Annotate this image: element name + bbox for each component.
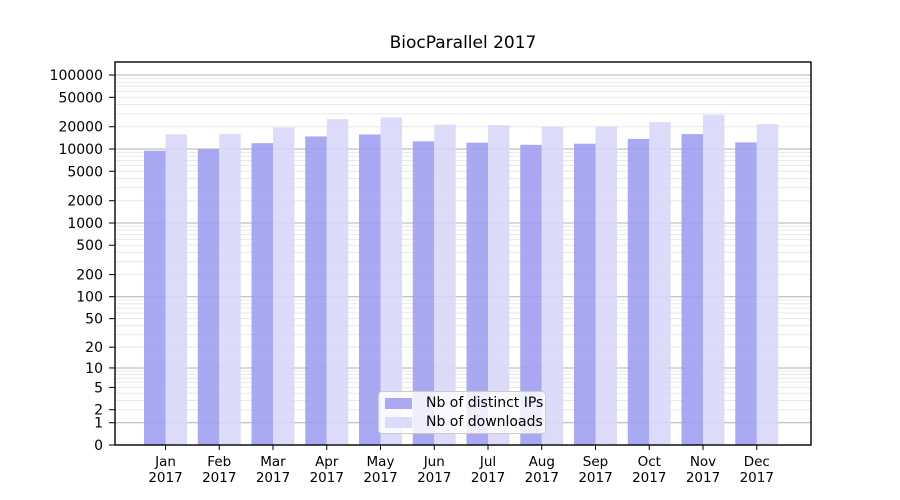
y-tick-label: 20 bbox=[85, 340, 103, 356]
x-tick-label-month: Dec bbox=[744, 454, 770, 470]
bar-distinct-ips bbox=[466, 142, 488, 446]
x-tick-label-month: Jul bbox=[479, 454, 496, 470]
y-tick-label: 5 bbox=[94, 380, 103, 396]
y-tick-label: 20000 bbox=[58, 120, 103, 136]
x-tick-label-year: 2017 bbox=[417, 470, 451, 486]
bar-distinct-ips bbox=[520, 144, 542, 446]
bar-downloads bbox=[595, 126, 617, 446]
plot-border bbox=[114, 61, 812, 446]
bar-downloads bbox=[165, 134, 187, 446]
y-tick-label: 200 bbox=[76, 268, 103, 284]
bar-distinct-ips bbox=[735, 142, 757, 445]
bar-distinct-ips bbox=[197, 149, 220, 445]
x-tick-label-year: 2017 bbox=[310, 470, 344, 486]
bar-distinct-ips bbox=[251, 143, 273, 446]
bar-downloads bbox=[703, 114, 725, 445]
bar-downloads bbox=[541, 126, 564, 446]
bar-distinct-ips bbox=[305, 136, 327, 446]
x-tick-label-month: Jun bbox=[423, 454, 445, 470]
x-tick-label-month: Feb bbox=[207, 454, 231, 470]
legend-label-downloads: Nb of downloads bbox=[426, 414, 543, 430]
y-tick-label: 50000 bbox=[58, 90, 103, 106]
y-tick-label: 2000 bbox=[67, 194, 103, 210]
legend-row-downloads: Nb of downloads bbox=[385, 414, 543, 430]
x-tick-label-year: 2017 bbox=[632, 470, 666, 486]
y-tick-label: 1000 bbox=[67, 216, 103, 232]
y-tick-label: 500 bbox=[76, 238, 103, 254]
y-tick-label: 50 bbox=[85, 312, 103, 328]
x-tick-label-year: 2017 bbox=[256, 470, 290, 486]
x-tick-label-month: Mar bbox=[260, 454, 286, 470]
x-tick-label-month: Oct bbox=[638, 454, 661, 470]
y-tick-label: 0 bbox=[94, 438, 103, 454]
bar-distinct-ips bbox=[574, 143, 596, 445]
x-tick-label-year: 2017 bbox=[740, 470, 774, 486]
x-tick-label-month: Apr bbox=[315, 454, 339, 470]
bar-downloads bbox=[756, 124, 779, 446]
x-tick-label-month: May bbox=[367, 454, 395, 470]
bar-downloads bbox=[326, 119, 349, 446]
y-tick-label: 10000 bbox=[58, 142, 103, 158]
y-tick-label: 2 bbox=[94, 403, 103, 419]
bar-downloads bbox=[434, 124, 456, 445]
x-tick-label-month: Nov bbox=[690, 454, 716, 470]
bar-distinct-ips bbox=[681, 134, 703, 445]
bar-downloads bbox=[380, 117, 402, 446]
y-tick-label: 100 bbox=[76, 290, 103, 306]
chart-title: BiocParallel 2017 bbox=[389, 33, 537, 53]
bar-distinct-ips bbox=[627, 138, 650, 445]
x-tick-label-year: 2017 bbox=[686, 470, 720, 486]
x-tick-label-month: Aug bbox=[529, 454, 555, 470]
legend-swatch-downloads bbox=[385, 416, 412, 428]
y-tick-label: 100000 bbox=[50, 68, 103, 84]
x-tick-label-month: Jan bbox=[154, 454, 176, 470]
bar-distinct-ips bbox=[359, 134, 381, 445]
bar-distinct-ips bbox=[144, 150, 166, 445]
x-tick-label-year: 2017 bbox=[363, 470, 397, 486]
bar-downloads bbox=[219, 133, 241, 445]
bar-downloads bbox=[488, 125, 510, 445]
legend: Nb of distinct IPs Nb of downloads bbox=[378, 391, 546, 434]
bar-downloads bbox=[649, 122, 671, 445]
legend-label-distinct-ips: Nb of distinct IPs bbox=[426, 395, 544, 411]
x-tick-label-year: 2017 bbox=[202, 470, 236, 486]
x-tick-label-month: Sep bbox=[583, 454, 608, 470]
legend-row-distinct-ips: Nb of distinct IPs bbox=[385, 395, 543, 411]
y-tick-label: 10 bbox=[85, 361, 103, 377]
y-tick-label: 5000 bbox=[67, 164, 103, 180]
x-tick-label-year: 2017 bbox=[148, 470, 182, 486]
x-tick-label-year: 2017 bbox=[578, 470, 612, 486]
legend-swatch-distinct-ips bbox=[385, 397, 412, 409]
bar-distinct-ips bbox=[412, 141, 435, 445]
bar-downloads bbox=[273, 127, 295, 445]
x-tick-label-year: 2017 bbox=[525, 470, 559, 486]
x-tick-label-year: 2017 bbox=[471, 470, 505, 486]
y-tick-label: 1 bbox=[94, 416, 103, 432]
